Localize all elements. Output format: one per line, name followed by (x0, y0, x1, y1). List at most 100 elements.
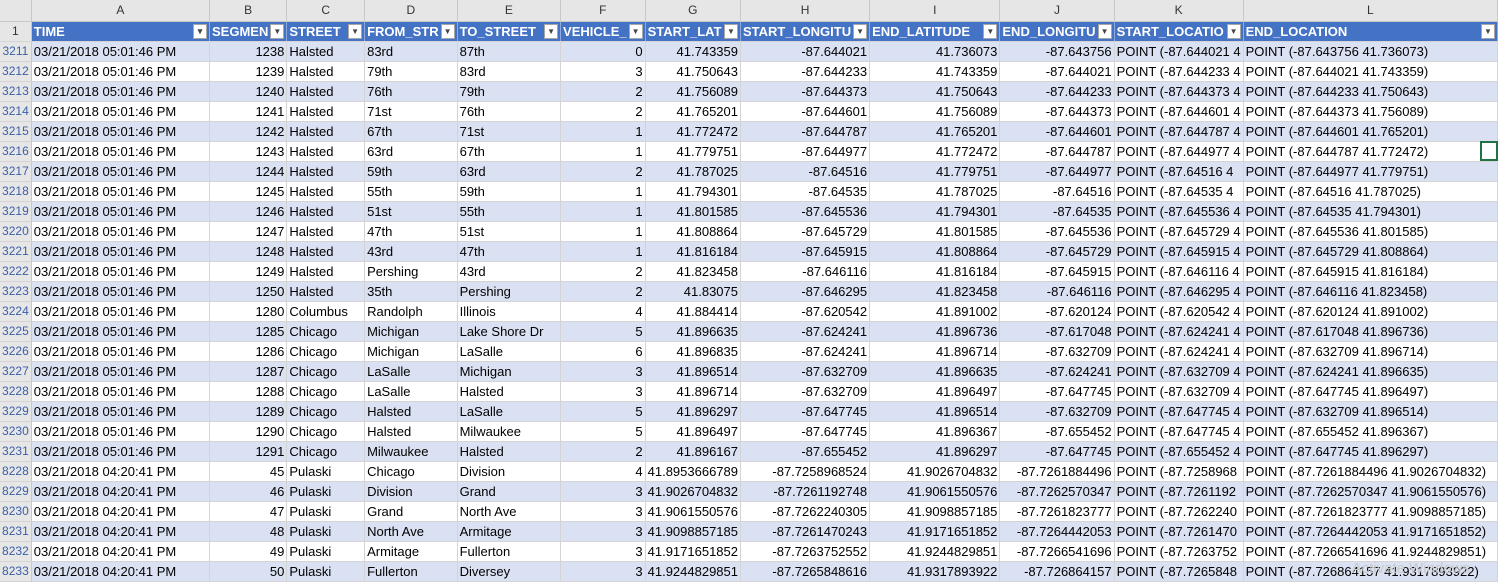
table-cell[interactable]: 59th (364, 161, 458, 182)
table-cell[interactable]: 41.896497 (645, 421, 742, 442)
table-cell[interactable]: POINT (-87.646116 41.823458) (1243, 281, 1498, 302)
row-number[interactable]: 3223 (0, 281, 32, 302)
table-cell[interactable]: -87.7262240305 (740, 501, 871, 522)
table-cell[interactable]: Halsted (364, 401, 458, 422)
row-number[interactable]: 3215 (0, 121, 32, 142)
table-cell[interactable]: 03/21/2018 05:01:46 PM (31, 441, 211, 462)
table-cell[interactable]: POINT (-87.620542 4 (1114, 301, 1244, 322)
table-cell[interactable]: 03/21/2018 05:01:46 PM (31, 61, 211, 82)
table-cell[interactable]: POINT (-87.7265848 (1114, 561, 1244, 582)
filter-dropdown-icon[interactable]: ▼ (983, 23, 998, 39)
table-cell[interactable]: 76th (364, 81, 458, 102)
table-cell[interactable]: 03/21/2018 04:20:41 PM (31, 501, 211, 522)
table-cell[interactable]: -87.643756 (999, 41, 1115, 62)
table-cell[interactable]: 03/21/2018 05:01:46 PM (31, 341, 211, 362)
table-cell[interactable]: -87.64535 (740, 181, 871, 202)
header-cell[interactable]: END_LATITUDE ▼ (869, 21, 1001, 42)
table-cell[interactable]: 3 (560, 361, 646, 382)
table-cell[interactable]: 03/21/2018 05:01:46 PM (31, 121, 211, 142)
table-cell[interactable]: 1246 (209, 201, 288, 222)
table-cell[interactable]: -87.644373 (999, 101, 1115, 122)
table-cell[interactable]: Fullerton (364, 561, 458, 582)
table-cell[interactable]: 51st (364, 201, 458, 222)
row-number[interactable]: 8229 (0, 481, 32, 502)
table-cell[interactable]: Chicago (286, 401, 366, 422)
row-number[interactable]: 3225 (0, 321, 32, 342)
table-cell[interactable]: POINT (-87.7262570347 41.9061550576) (1243, 481, 1498, 502)
column-letter-header[interactable]: D (364, 0, 458, 22)
column-letter-header[interactable]: F (560, 0, 646, 22)
table-cell[interactable]: 55th (364, 181, 458, 202)
table-cell[interactable]: POINT (-87.64535 41.794301) (1243, 201, 1498, 222)
table-cell[interactable]: -87.646116 (999, 281, 1115, 302)
table-cell[interactable]: Pulaski (286, 501, 366, 522)
table-cell[interactable]: Milwaukee (457, 421, 562, 442)
table-cell[interactable]: POINT (-87.644601 41.765201) (1243, 121, 1498, 142)
table-cell[interactable]: 41.9244829851 (645, 561, 742, 582)
table-cell[interactable]: -87.620124 (999, 301, 1115, 322)
row-number[interactable]: 3217 (0, 161, 32, 182)
table-cell[interactable]: POINT (-87.7261192 (1114, 481, 1244, 502)
table-cell[interactable]: -87.647745 (999, 381, 1115, 402)
table-cell[interactable]: Chicago (286, 441, 366, 462)
table-cell[interactable]: Chicago (286, 421, 366, 442)
table-cell[interactable]: 03/21/2018 05:01:46 PM (31, 81, 211, 102)
column-letter-header[interactable]: K (1114, 0, 1244, 22)
table-cell[interactable]: POINT (-87.64516 41.787025) (1243, 181, 1498, 202)
table-cell[interactable]: POINT (-87.624241 4 (1114, 321, 1244, 342)
filter-dropdown-icon[interactable]: ▼ (853, 23, 868, 39)
table-cell[interactable]: 0 (560, 41, 646, 62)
table-cell[interactable]: 3 (560, 61, 646, 82)
table-cell[interactable]: 03/21/2018 05:01:46 PM (31, 201, 211, 222)
column-letter-header[interactable]: J (999, 0, 1115, 22)
table-cell[interactable]: 41.9061550576 (645, 501, 742, 522)
table-cell[interactable]: 41.896714 (869, 341, 1001, 362)
table-cell[interactable]: Pulaski (286, 461, 366, 482)
table-cell[interactable]: -87.645729 (999, 241, 1115, 262)
row-number[interactable]: 3226 (0, 341, 32, 362)
table-cell[interactable]: 4 (560, 461, 646, 482)
table-cell[interactable]: 1250 (209, 281, 288, 302)
table-cell[interactable]: Halsted (286, 181, 366, 202)
table-cell[interactable]: 03/21/2018 04:20:41 PM (31, 521, 211, 542)
table-cell[interactable]: 1 (560, 221, 646, 242)
header-cell[interactable]: FROM_STR ▼ (364, 21, 458, 42)
table-cell[interactable]: 41.9244829851 (869, 541, 1001, 562)
row-number[interactable]: 8230 (0, 501, 32, 522)
table-cell[interactable]: 2 (560, 441, 646, 462)
table-cell[interactable]: POINT (-87.644977 41.779751) (1243, 161, 1498, 182)
table-cell[interactable]: 03/21/2018 05:01:46 PM (31, 281, 211, 302)
row-number[interactable]: 3231 (0, 441, 32, 462)
table-cell[interactable]: 3 (560, 561, 646, 582)
column-letter-header[interactable]: E (457, 0, 562, 22)
table-cell[interactable]: Pershing (457, 281, 562, 302)
table-cell[interactable]: 41.896367 (869, 421, 1001, 442)
header-cell[interactable]: VEHICLE_ ▼ (560, 21, 646, 42)
table-cell[interactable]: 1248 (209, 241, 288, 262)
table-cell[interactable]: -87.644787 (740, 121, 871, 142)
table-cell[interactable]: 1 (560, 141, 646, 162)
table-cell[interactable]: Division (364, 481, 458, 502)
table-cell[interactable]: Pulaski (286, 541, 366, 562)
table-cell[interactable]: Michigan (364, 341, 458, 362)
table-cell[interactable]: 41.823458 (645, 261, 742, 282)
table-cell[interactable]: 2 (560, 281, 646, 302)
header-cell[interactable]: STREET ▼ (286, 21, 366, 42)
table-cell[interactable]: 1241 (209, 101, 288, 122)
table-cell[interactable]: 67th (457, 141, 562, 162)
table-cell[interactable]: POINT (-87.7262240 (1114, 501, 1244, 522)
table-cell[interactable]: 41.83075 (645, 281, 742, 302)
table-cell[interactable]: 2 (560, 81, 646, 102)
table-cell[interactable]: POINT (-87.726864157 41.9317893922) (1243, 561, 1498, 582)
table-cell[interactable]: POINT (-87.646116 4 (1114, 261, 1244, 282)
table-cell[interactable]: 41.896635 (869, 361, 1001, 382)
table-cell[interactable]: Halsted (286, 161, 366, 182)
table-cell[interactable]: 41.779751 (645, 141, 742, 162)
table-cell[interactable]: 47 (209, 501, 288, 522)
table-cell[interactable]: -87.645915 (740, 241, 871, 262)
table-cell[interactable]: Halsted (286, 141, 366, 162)
table-cell[interactable]: 41.896497 (869, 381, 1001, 402)
header-cell[interactable]: END_LONGITU ▼ (999, 21, 1115, 42)
row-number[interactable]: 3228 (0, 381, 32, 402)
table-cell[interactable]: 41.896514 (645, 361, 742, 382)
